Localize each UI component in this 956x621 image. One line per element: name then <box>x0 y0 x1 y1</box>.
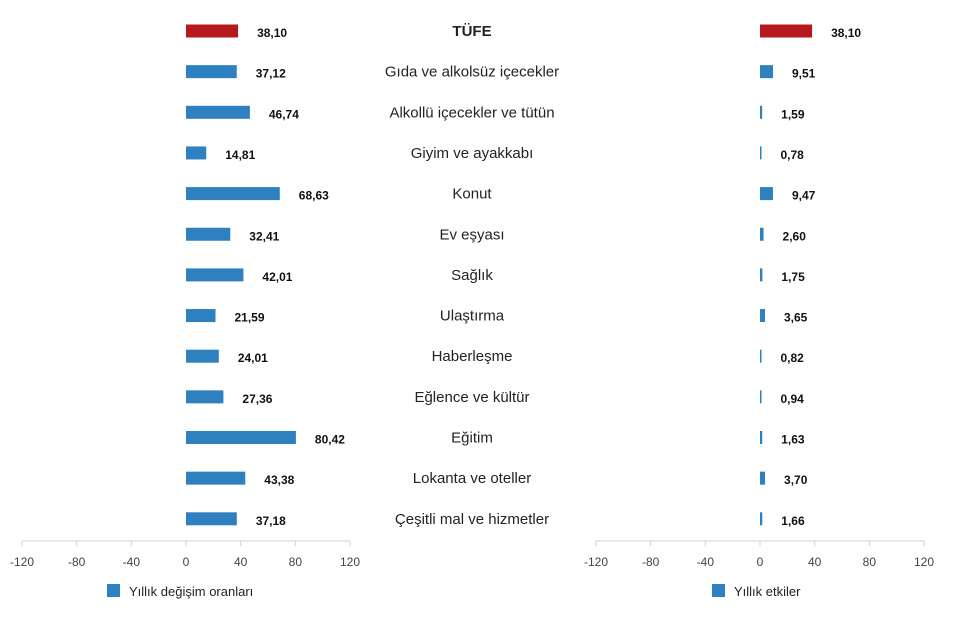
left-value-label: 38,10 <box>257 26 287 40</box>
category-label: Ev eşyası <box>439 226 504 243</box>
category-label: Alkollü içecekler ve tütün <box>389 104 554 121</box>
right-value-label: 3,65 <box>784 311 808 325</box>
left-bar <box>186 512 237 526</box>
left-bar <box>186 309 216 323</box>
left-value-label: 27,36 <box>242 392 272 406</box>
right-legend-swatch <box>712 584 725 597</box>
right-value-label: 1,59 <box>781 107 805 121</box>
left-panel-annual-change: -120 -80 -40 0 40 80 120 38,10 37,12 46,74 14,81 68… <box>10 24 360 599</box>
right-bar <box>760 65 773 79</box>
right-value-label: 9,47 <box>792 189 816 203</box>
left-x-tick-label: 80 <box>289 555 303 569</box>
category-label: Eğitim <box>451 430 493 447</box>
right-bar <box>760 431 763 444</box>
category-label: Eğlence ve kültür <box>414 389 529 406</box>
category-label: Haberleşme <box>432 348 513 365</box>
left-bar <box>186 390 224 404</box>
category-label: TÜFE <box>452 23 491 40</box>
left-bar <box>186 187 280 201</box>
right-x-tick-label: 0 <box>757 555 764 569</box>
right-value-label: 9,51 <box>792 67 816 81</box>
right-bar <box>760 227 764 241</box>
left-value-label: 32,41 <box>249 229 279 243</box>
category-label: Gıda ve alkolsüz içecekler <box>385 64 559 81</box>
right-value-label: 38,10 <box>831 26 861 40</box>
category-labels: TÜFE Gıda ve alkolsüz içecekler Alkollü iç… <box>385 23 559 528</box>
left-x-tick-label: -40 <box>123 555 141 569</box>
left-value-label: 43,38 <box>264 473 294 487</box>
right-value-label: 3,70 <box>784 473 808 487</box>
left-value-label: 14,81 <box>225 148 255 162</box>
right-value-label: 1,75 <box>781 270 805 284</box>
category-label: Çeşitli mal ve hizmetler <box>395 511 549 528</box>
left-value-label: 42,01 <box>262 270 292 284</box>
left-legend-label: Yıllık değişim oranları <box>129 584 253 599</box>
right-bar <box>760 309 765 323</box>
category-label: Konut <box>452 186 492 203</box>
left-x-tick-label: 40 <box>234 555 248 569</box>
right-bar <box>760 105 763 119</box>
left-bar <box>186 431 296 444</box>
left-x-tick-label: -120 <box>10 555 34 569</box>
left-value-label: 21,59 <box>235 311 265 325</box>
right-value-label: 0,78 <box>781 148 805 162</box>
right-bar <box>760 471 766 485</box>
right-value-label: 1,66 <box>781 514 805 528</box>
left-bar <box>186 24 239 38</box>
right-x-tick-label: 40 <box>808 555 822 569</box>
right-bar <box>760 390 762 404</box>
right-value-label: 0,94 <box>781 392 805 406</box>
right-bar <box>760 146 762 160</box>
right-value-label: 1,63 <box>781 433 805 447</box>
right-x-tick-label: 120 <box>914 555 934 569</box>
right-legend-label: Yıllık etkiler <box>734 584 801 599</box>
left-value-label: 80,42 <box>315 433 345 447</box>
right-bar <box>760 268 763 282</box>
right-bar <box>760 24 813 38</box>
category-label: Lokanta ve oteller <box>413 470 531 487</box>
left-bar <box>186 268 244 282</box>
right-bar <box>760 349 762 363</box>
left-bar <box>186 65 237 79</box>
right-x-tick-label: 80 <box>863 555 877 569</box>
right-value-label: 2,60 <box>783 229 807 243</box>
left-x-tick-label: 120 <box>340 555 360 569</box>
left-bar <box>186 471 246 485</box>
left-bar <box>186 227 231 241</box>
left-legend-swatch <box>107 584 120 597</box>
left-value-label: 68,63 <box>299 189 329 203</box>
category-label: Ulaştırma <box>440 308 505 325</box>
right-x-tick-label: -40 <box>697 555 715 569</box>
right-value-label: 0,82 <box>781 351 805 365</box>
left-bar <box>186 105 250 119</box>
right-panel-annual-contribution: -120 -80 -40 0 40 80 120 38,10 9,51 1,59 0,78 9,47 2… <box>584 24 934 599</box>
left-value-label: 37,12 <box>256 67 286 81</box>
category-label: Sağlık <box>451 267 493 284</box>
left-value-label: 46,74 <box>269 107 299 121</box>
left-bar <box>186 146 207 160</box>
right-bar <box>760 187 773 201</box>
left-bar <box>186 349 219 363</box>
left-value-label: 37,18 <box>256 514 286 528</box>
left-x-tick-label: 0 <box>183 555 190 569</box>
left-value-label: 24,01 <box>238 351 268 365</box>
left-x-tick-label: -80 <box>68 555 86 569</box>
right-bar <box>760 512 763 526</box>
category-label: Giyim ve ayakkabı <box>411 145 534 162</box>
right-x-tick-label: -80 <box>642 555 660 569</box>
right-x-tick-label: -120 <box>584 555 608 569</box>
